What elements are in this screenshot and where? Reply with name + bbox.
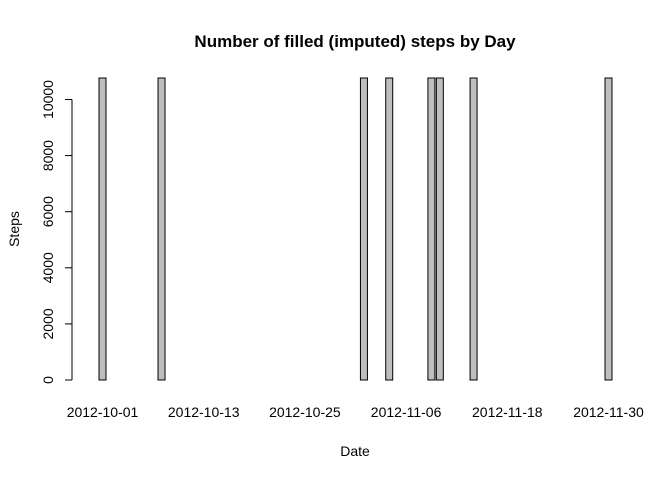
x-tick-label: 2012-11-06	[371, 404, 442, 420]
bar-2012-11-30	[604, 77, 613, 381]
y-tick-label: 8000	[40, 140, 56, 171]
x-tick-label: 2012-10-25	[269, 404, 341, 420]
bars-group	[98, 77, 613, 381]
y-tick-label: 10000	[40, 80, 56, 119]
bar-2012-11-14	[469, 77, 478, 381]
x-tick-labels: 2012-10-01 2012-10-13 2012-10-25 2012-11-06…	[67, 404, 644, 420]
x-tick-label: 2012-11-30	[573, 404, 644, 420]
y-tick-label: 0	[40, 376, 56, 384]
chart-title: Number of filled (imputed) steps by Day	[194, 32, 516, 51]
y-tick-label: 6000	[40, 196, 56, 227]
x-tick-label: 2012-10-13	[168, 404, 240, 420]
bar-2012-11-04	[385, 77, 394, 381]
x-axis-label: Date	[340, 443, 370, 459]
bar-2012-11-01	[359, 77, 368, 381]
y-tick-label: 2000	[40, 308, 56, 339]
bar-2012-10-01	[98, 77, 107, 381]
bar-2012-11-09	[427, 77, 436, 381]
bar-2012-10-08	[157, 77, 166, 381]
y-axis: 0 2000 4000 6000 8000 10000	[40, 80, 73, 384]
y-axis-label: Steps	[6, 211, 22, 247]
x-tick-label: 2012-11-18	[472, 404, 543, 420]
y-tick-label: 4000	[40, 252, 56, 283]
bar-2012-11-10	[435, 77, 444, 381]
x-tick-label: 2012-10-01	[67, 404, 139, 420]
